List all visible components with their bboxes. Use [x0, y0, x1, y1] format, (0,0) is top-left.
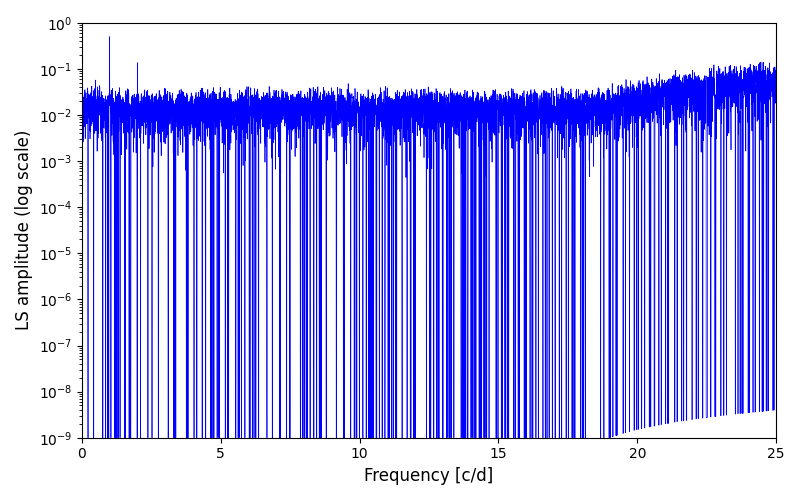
X-axis label: Frequency [c/d]: Frequency [c/d] [364, 467, 494, 485]
Y-axis label: LS amplitude (log scale): LS amplitude (log scale) [15, 130, 33, 330]
